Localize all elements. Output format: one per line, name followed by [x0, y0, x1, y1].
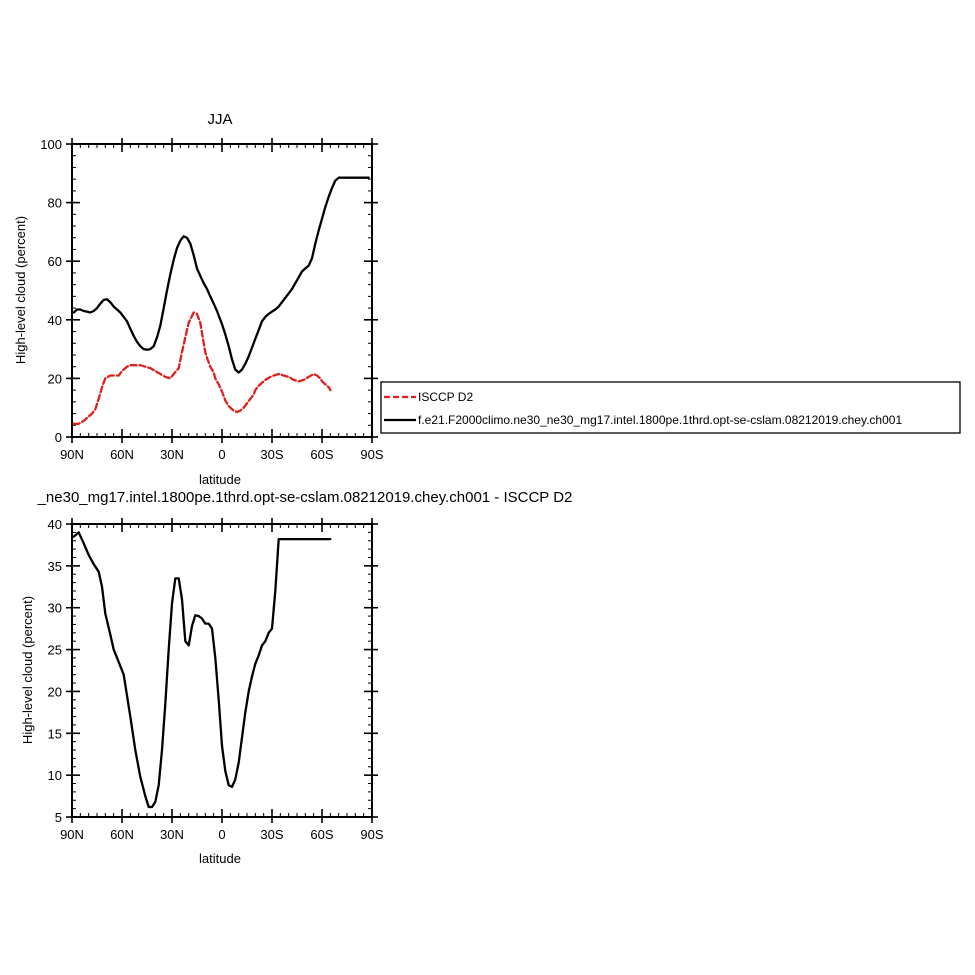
top-panel: JJA 90N 60N 30N 0 30S 60S 90S 0 20 40 60 80 100 lati… — [13, 111, 384, 487]
bottom-x-tick-label: 90N — [60, 827, 84, 842]
top-x-tick-label: 90N — [60, 447, 84, 462]
bottom-plot-area: 90N 60N 30N 0 30S 60S 90S 5 10 15 20 25 30 35 40 — [48, 517, 384, 842]
top-chart-title: JJA — [207, 111, 232, 128]
top-y-tick-label: 40 — [48, 313, 62, 328]
bottom-y-tick-label: 30 — [48, 601, 62, 616]
bottom-x-axis-label: latitude — [199, 851, 241, 866]
top-x-tick-label: 60S — [310, 447, 333, 462]
legend-label-model: f.e21.F2000climo.ne30_ne30_mg17.intel.18… — [418, 413, 902, 427]
bottom-y-tick-label: 40 — [48, 517, 62, 532]
top-x-tick-label: 30N — [160, 447, 184, 462]
top-x-tick-label: 30S — [260, 447, 283, 462]
top-x-tick-label: 0 — [218, 447, 225, 462]
bottom-y-tick-label: 25 — [48, 643, 62, 658]
bottom-y-tick-label: 5 — [55, 810, 62, 825]
bottom-x-tick-label: 30N — [160, 827, 184, 842]
top-x-tick-label: 60N — [110, 447, 134, 462]
top-x-tick-label: 90S — [360, 447, 383, 462]
bottom-plot-frame — [71, 523, 373, 818]
bottom-x-tick-label: 30S — [260, 827, 283, 842]
bottom-y-tick-label: 15 — [48, 726, 62, 741]
top-y-tick-label: 100 — [40, 137, 62, 152]
bottom-y-tick-label: 20 — [48, 684, 62, 699]
bottom-x-tick-label: 60N — [110, 827, 134, 842]
legend-label-isccp: ISCCP D2 — [418, 390, 473, 404]
top-series-line-0 — [72, 311, 332, 425]
bottom-x-tick-label: 90S — [360, 827, 383, 842]
bottom-series-line-0 — [72, 531, 332, 809]
bottom-panel: _ne30_mg17.intel.1800pe.1thrd.opt-se-csl… — [20, 489, 572, 866]
top-series-line-1 — [72, 176, 370, 374]
bottom-y-axis-label: High-level cloud (percent) — [20, 596, 35, 744]
bottom-x-tick-label: 60S — [310, 827, 333, 842]
bottom-chart-title: _ne30_mg17.intel.1800pe.1thrd.opt-se-csl… — [37, 489, 573, 506]
bottom-y-tick-label: 35 — [48, 559, 62, 574]
top-y-tick-label: 20 — [48, 371, 62, 386]
top-x-axis-label: latitude — [199, 472, 241, 487]
top-plot-area: 90N 60N 30N 0 30S 60S 90S 0 20 40 60 80 100 — [40, 137, 384, 462]
bottom-x-tick-label: 0 — [218, 827, 225, 842]
top-y-tick-label: 0 — [55, 430, 62, 445]
legend: ISCCP D2 f.e21.F2000climo.ne30_ne30_mg17… — [380, 381, 961, 434]
top-y-axis-label: High-level cloud (percent) — [13, 216, 28, 364]
top-y-tick-label: 80 — [48, 196, 62, 211]
legend-box — [380, 381, 961, 434]
top-y-tick-label: 60 — [48, 254, 62, 269]
bottom-y-tick-label: 10 — [48, 768, 62, 783]
